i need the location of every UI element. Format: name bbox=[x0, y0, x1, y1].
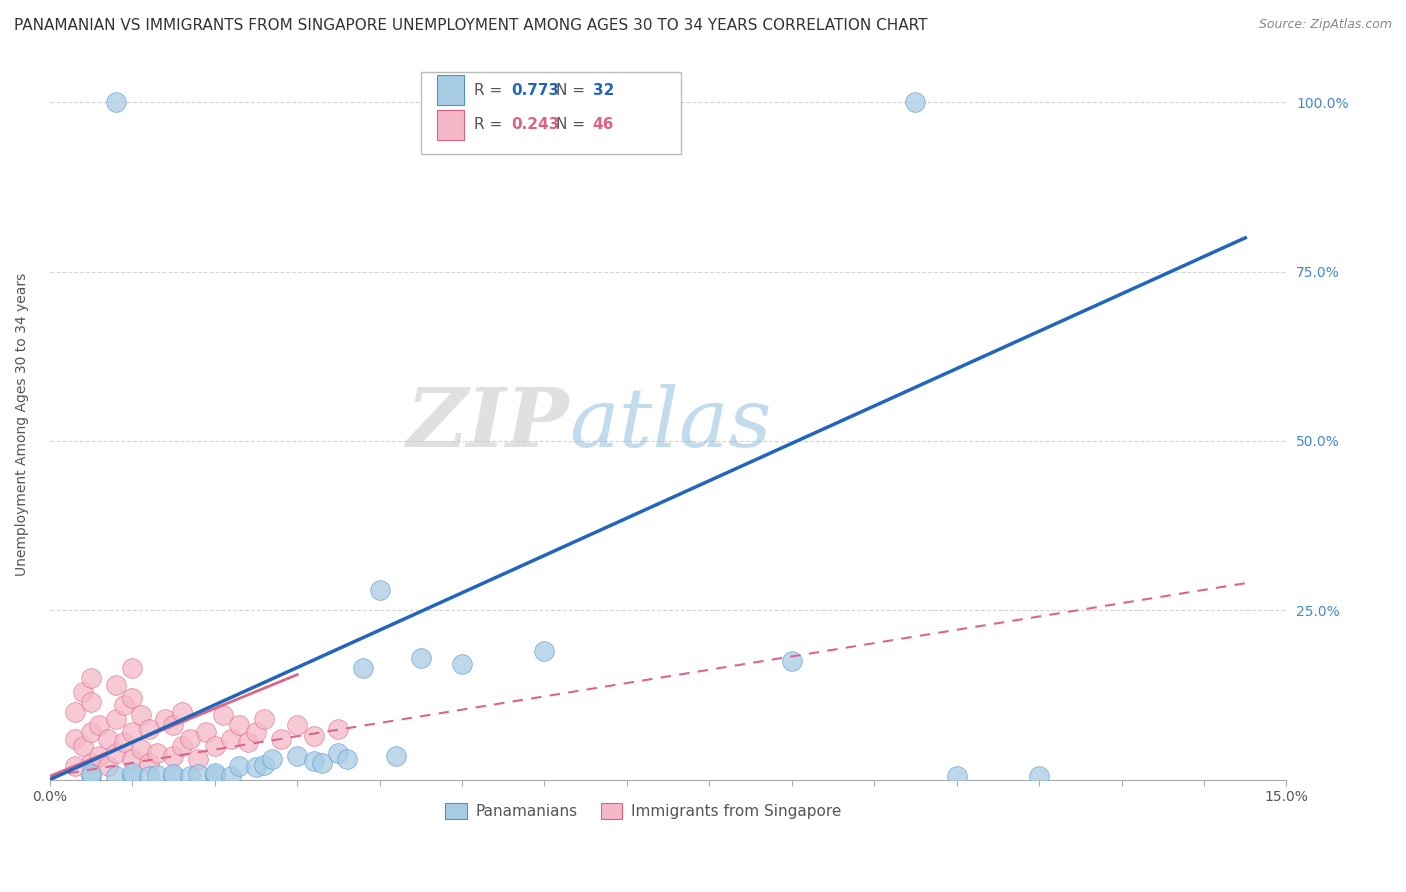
Text: atlas: atlas bbox=[569, 384, 772, 464]
Point bbox=[104, 678, 127, 692]
Point bbox=[385, 748, 408, 763]
Point bbox=[72, 684, 94, 698]
Point bbox=[228, 759, 250, 773]
Point bbox=[219, 769, 242, 783]
Point bbox=[80, 769, 103, 783]
Point bbox=[212, 708, 235, 723]
Point bbox=[170, 739, 193, 753]
Point bbox=[112, 735, 135, 749]
Point bbox=[63, 759, 86, 773]
Point bbox=[80, 695, 103, 709]
Text: 0.773: 0.773 bbox=[512, 83, 560, 98]
Text: 46: 46 bbox=[593, 117, 614, 132]
Point bbox=[187, 767, 209, 781]
Point bbox=[121, 765, 143, 780]
Point bbox=[138, 769, 160, 783]
Point bbox=[179, 731, 201, 746]
Point bbox=[63, 705, 86, 719]
Point bbox=[187, 752, 209, 766]
Point bbox=[336, 752, 359, 766]
Point bbox=[162, 748, 184, 763]
Point bbox=[72, 739, 94, 753]
Point bbox=[533, 644, 555, 658]
Point bbox=[236, 735, 259, 749]
Point bbox=[1028, 769, 1050, 783]
Point bbox=[245, 760, 267, 774]
Point bbox=[302, 729, 325, 743]
Point bbox=[121, 752, 143, 766]
Text: ZIP: ZIP bbox=[406, 384, 569, 464]
Point bbox=[112, 698, 135, 712]
Point bbox=[285, 718, 308, 732]
Text: 0.243: 0.243 bbox=[512, 117, 560, 132]
Point bbox=[80, 756, 103, 770]
Point bbox=[121, 769, 143, 783]
Text: Source: ZipAtlas.com: Source: ZipAtlas.com bbox=[1258, 18, 1392, 31]
Point bbox=[138, 756, 160, 770]
Point bbox=[96, 759, 118, 773]
Point bbox=[368, 582, 391, 597]
Point bbox=[89, 748, 111, 763]
Point bbox=[162, 767, 184, 781]
Point bbox=[104, 769, 127, 783]
Point bbox=[146, 768, 169, 782]
Point bbox=[262, 752, 284, 766]
Point bbox=[780, 654, 803, 668]
Point bbox=[129, 742, 152, 756]
Point bbox=[89, 718, 111, 732]
Text: PANAMANIAN VS IMMIGRANTS FROM SINGAPORE UNEMPLOYMENT AMONG AGES 30 TO 34 YEARS C: PANAMANIAN VS IMMIGRANTS FROM SINGAPORE … bbox=[14, 18, 928, 33]
Point bbox=[80, 671, 103, 685]
Point bbox=[179, 769, 201, 783]
Point bbox=[121, 725, 143, 739]
Point bbox=[228, 718, 250, 732]
Point bbox=[219, 731, 242, 746]
Text: N =: N = bbox=[555, 83, 589, 98]
Point bbox=[170, 705, 193, 719]
Point bbox=[245, 725, 267, 739]
Point bbox=[945, 769, 967, 783]
Point bbox=[138, 722, 160, 736]
Point bbox=[155, 712, 177, 726]
Point bbox=[80, 767, 103, 781]
Point bbox=[121, 661, 143, 675]
Point bbox=[302, 754, 325, 768]
Point bbox=[253, 712, 276, 726]
Text: 32: 32 bbox=[593, 83, 614, 98]
Point bbox=[409, 650, 432, 665]
Point bbox=[204, 768, 226, 782]
Point bbox=[311, 756, 333, 770]
Point bbox=[96, 731, 118, 746]
Point bbox=[80, 725, 103, 739]
Text: R =: R = bbox=[474, 83, 508, 98]
Legend: Panamanians, Immigrants from Singapore: Panamanians, Immigrants from Singapore bbox=[439, 797, 848, 825]
Point bbox=[253, 757, 276, 772]
Point bbox=[904, 95, 927, 110]
Point bbox=[328, 722, 350, 736]
Point bbox=[285, 748, 308, 763]
Point bbox=[451, 657, 474, 672]
Point bbox=[352, 661, 374, 675]
Point bbox=[104, 95, 127, 110]
Point bbox=[270, 731, 292, 746]
Point bbox=[146, 746, 169, 760]
Point bbox=[162, 769, 184, 783]
Point bbox=[104, 746, 127, 760]
FancyBboxPatch shape bbox=[437, 75, 464, 105]
Point bbox=[129, 708, 152, 723]
Text: N =: N = bbox=[555, 117, 589, 132]
Point bbox=[121, 691, 143, 706]
FancyBboxPatch shape bbox=[437, 110, 464, 139]
Point bbox=[104, 712, 127, 726]
Text: R =: R = bbox=[474, 117, 508, 132]
Point bbox=[162, 718, 184, 732]
Point bbox=[204, 739, 226, 753]
FancyBboxPatch shape bbox=[420, 72, 681, 153]
Point bbox=[204, 765, 226, 780]
Point bbox=[195, 725, 218, 739]
Y-axis label: Unemployment Among Ages 30 to 34 years: Unemployment Among Ages 30 to 34 years bbox=[15, 272, 30, 575]
Point bbox=[328, 746, 350, 760]
Point bbox=[63, 731, 86, 746]
